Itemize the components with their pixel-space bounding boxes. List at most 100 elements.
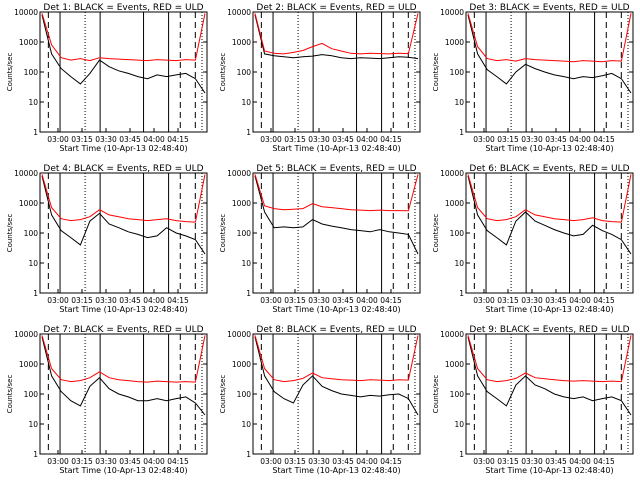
x-axis-title: Start Time (10-Apr-13 02:48:40) <box>485 144 613 153</box>
plot-panel-det-6: Det 6: BLACK = Events, RED = ULD 1 10 100 10… <box>432 164 634 314</box>
x-axis-title: Start Time (10-Apr-13 02:48:40) <box>485 305 613 314</box>
series-line-uld <box>41 335 206 383</box>
x-tick-label: 04:15 <box>593 457 615 466</box>
plot-panel-det-9: Det 9: BLACK = Events, RED = ULD 1 10 100 10… <box>432 325 634 475</box>
y-tick-label: 100 <box>237 229 252 238</box>
y-tick-label: 1 <box>33 128 38 137</box>
plot-panel-det-5: Det 5: BLACK = Events, RED = ULD 1 10 100 10… <box>219 164 421 314</box>
x-tick-label: 04:15 <box>593 296 615 305</box>
x-tick-label: 04:15 <box>380 296 402 305</box>
y-tick-label: 100 <box>450 68 465 77</box>
x-tick-label: 04:00 <box>143 296 165 305</box>
y-tick-label: 100 <box>24 68 39 77</box>
series-line-uld <box>254 13 419 55</box>
x-axis-title: Start Time (10-Apr-13 02:48:40) <box>272 466 400 475</box>
x-tick-label: 03:30 <box>308 135 330 144</box>
y-axis-label: Counts/sec <box>6 214 14 253</box>
y-tick-label: 100 <box>237 68 252 77</box>
x-axis-title: Start Time (10-Apr-13 02:48:40) <box>272 144 400 153</box>
x-tick-label: 03:30 <box>308 457 330 466</box>
y-tick-label: 1000 <box>445 360 464 369</box>
series-line-events <box>467 175 632 255</box>
series-line-events <box>254 175 419 255</box>
y-tick-label: 10 <box>454 98 464 107</box>
y-tick-label: 100 <box>24 390 39 399</box>
y-tick-label: 10000 <box>14 330 38 339</box>
x-tick-label: 04:00 <box>356 296 378 305</box>
plot-panel-det-8: Det 8: BLACK = Events, RED = ULD 1 10 100 10… <box>219 325 421 475</box>
series-line-events <box>41 14 206 94</box>
y-tick-label: 10 <box>241 259 251 268</box>
y-tick-label: 1 <box>246 450 251 459</box>
x-tick-label: 03:15 <box>284 457 306 466</box>
y-tick-label: 100 <box>24 229 39 238</box>
y-tick-label: 100 <box>450 390 465 399</box>
x-tick-label: 03:30 <box>521 135 543 144</box>
x-tick-label: 03:45 <box>545 135 567 144</box>
plot-title: Det 9: BLACK = Events, RED = ULD <box>469 325 629 335</box>
y-tick-label: 10000 <box>227 8 251 17</box>
y-tick-label: 10 <box>28 259 38 268</box>
x-tick-label: 03:45 <box>545 296 567 305</box>
series-line-uld <box>41 174 206 223</box>
x-tick-label: 03:30 <box>95 457 117 466</box>
x-tick-label: 03:15 <box>71 296 93 305</box>
x-tick-label: 03:00 <box>47 457 69 466</box>
series-line-uld <box>467 13 632 63</box>
x-tick-label: 03:00 <box>260 135 282 144</box>
y-axis-label: Counts/sec <box>6 375 14 414</box>
series-line-events <box>254 14 419 60</box>
series-line-events <box>254 336 419 416</box>
y-tick-label: 10 <box>28 420 38 429</box>
series-line-uld <box>467 335 632 383</box>
series-line-uld <box>254 174 419 212</box>
y-tick-label: 100 <box>237 390 252 399</box>
x-tick-label: 04:15 <box>593 135 615 144</box>
x-tick-label: 03:15 <box>497 457 519 466</box>
x-tick-label: 04:15 <box>167 296 189 305</box>
plot-panel-det-7: Det 7: BLACK = Events, RED = ULD 1 10 100 10… <box>6 325 208 475</box>
y-tick-label: 1 <box>459 289 464 298</box>
x-tick-label: 03:00 <box>260 457 282 466</box>
y-tick-label: 10 <box>241 98 251 107</box>
x-tick-label: 04:00 <box>143 457 165 466</box>
x-axis-title: Start Time (10-Apr-13 02:48:40) <box>485 466 613 475</box>
y-tick-label: 1000 <box>19 360 38 369</box>
series-line-events <box>467 336 632 416</box>
y-tick-label: 1 <box>459 128 464 137</box>
y-tick-label: 1000 <box>445 199 464 208</box>
plot-title: Det 5: BLACK = Events, RED = ULD <box>256 164 416 174</box>
x-tick-label: 03:00 <box>260 296 282 305</box>
x-tick-label: 04:15 <box>380 457 402 466</box>
y-axis-label: Counts/sec <box>219 214 227 253</box>
y-axis-label: Counts/sec <box>432 214 440 253</box>
plot-frame <box>39 333 208 455</box>
plot-title: Det 8: BLACK = Events, RED = ULD <box>256 325 416 335</box>
x-tick-label: 03:15 <box>71 457 93 466</box>
series-line-events <box>41 175 206 255</box>
x-tick-label: 03:15 <box>497 296 519 305</box>
y-tick-label: 1000 <box>445 38 464 47</box>
x-tick-label: 03:00 <box>473 296 495 305</box>
y-tick-label: 10000 <box>227 169 251 178</box>
x-tick-label: 03:45 <box>119 296 141 305</box>
y-tick-label: 1 <box>33 450 38 459</box>
x-tick-label: 04:00 <box>356 135 378 144</box>
y-tick-label: 10 <box>454 420 464 429</box>
y-tick-label: 1000 <box>232 38 251 47</box>
plot-title: Det 6: BLACK = Events, RED = ULD <box>469 164 629 174</box>
x-tick-label: 03:30 <box>521 296 543 305</box>
x-tick-label: 03:30 <box>95 296 117 305</box>
x-tick-label: 03:15 <box>284 135 306 144</box>
series-line-uld <box>254 335 419 383</box>
y-tick-label: 100 <box>450 229 465 238</box>
x-tick-label: 04:00 <box>569 135 591 144</box>
x-tick-label: 03:45 <box>332 296 354 305</box>
x-tick-label: 03:30 <box>95 135 117 144</box>
x-tick-label: 04:15 <box>167 135 189 144</box>
y-axis-label: Counts/sec <box>432 53 440 92</box>
y-tick-label: 1000 <box>232 360 251 369</box>
x-tick-label: 03:00 <box>47 135 69 144</box>
x-tick-label: 03:45 <box>119 135 141 144</box>
